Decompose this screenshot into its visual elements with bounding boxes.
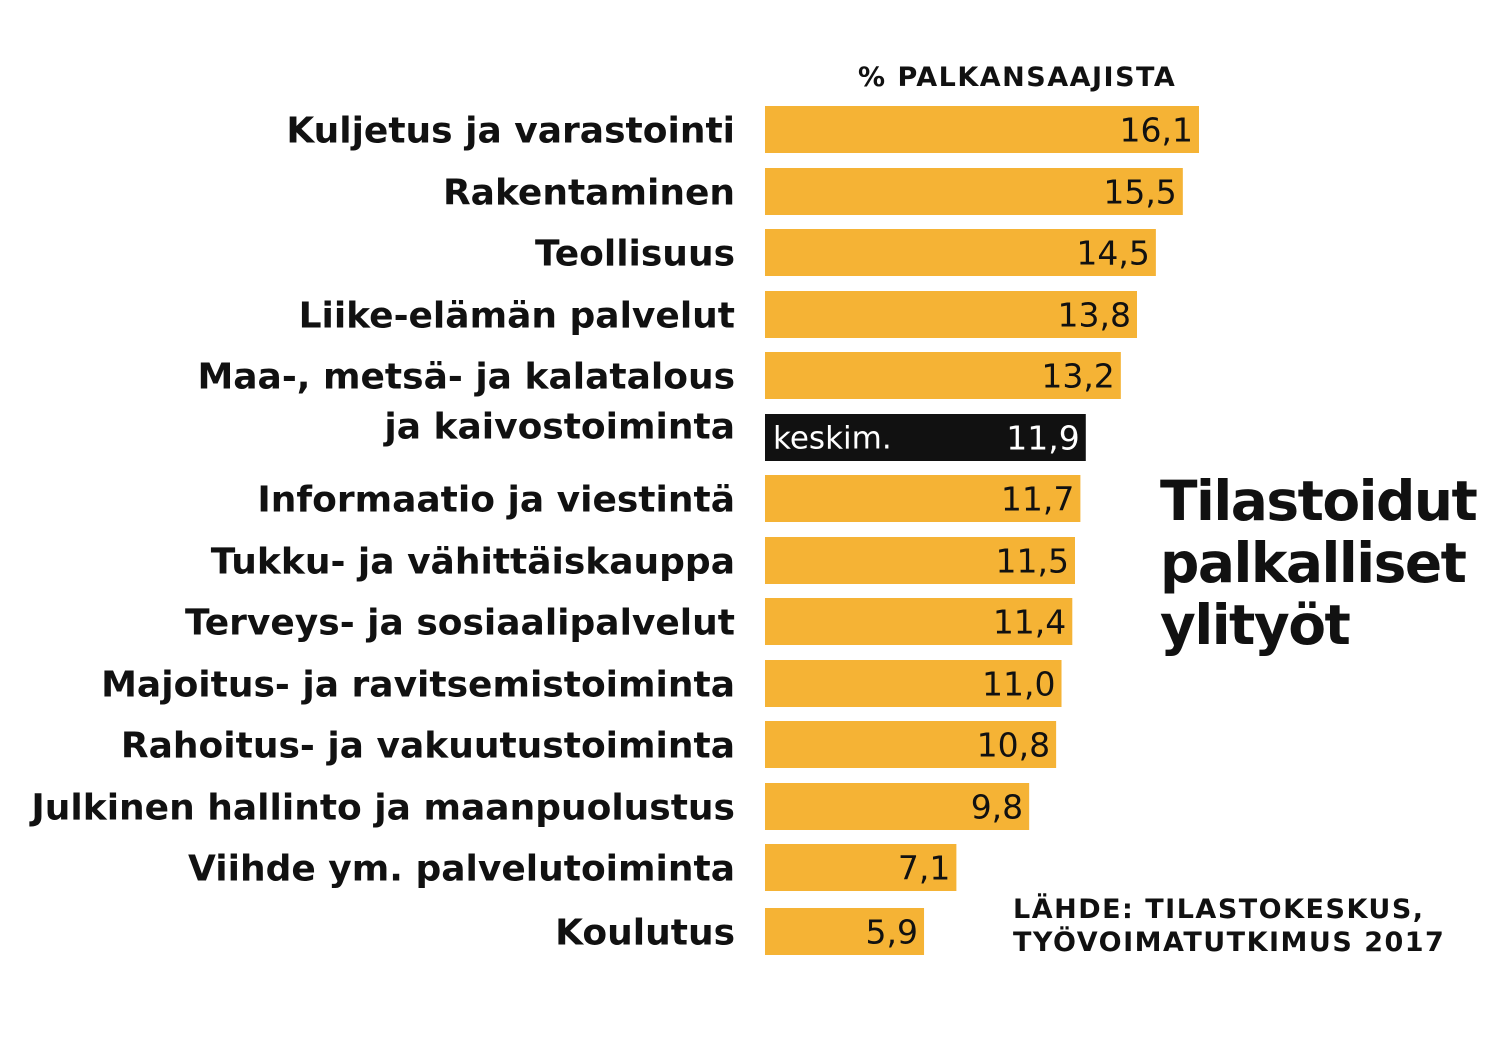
bar [765, 721, 1057, 768]
category-label: Julkinen hallinto ja maanpuolustus [28, 788, 735, 829]
category-label: Kuljetus ja varastointi [286, 111, 735, 152]
category-label: Informaatio ja viestintä [257, 480, 735, 521]
bar [765, 291, 1137, 338]
bar [765, 908, 925, 955]
value-label: 16,1 [1120, 111, 1193, 150]
title-line-2: palkalliset [1160, 531, 1467, 595]
bar [765, 352, 1121, 399]
category-label: Koulutus [555, 913, 735, 954]
bar [765, 598, 1073, 645]
category-label: Terveys- ja sosiaalipalvelut [185, 603, 735, 644]
bar [765, 229, 1156, 276]
bar [765, 783, 1030, 830]
category-label: ja kaivostoiminta [382, 407, 735, 448]
value-label: 10,8 [977, 726, 1050, 765]
category-label: Teollisuus [535, 234, 735, 275]
bar [765, 475, 1081, 522]
average-bar [765, 414, 1086, 461]
bar [765, 660, 1062, 707]
value-label: 11,4 [993, 603, 1066, 642]
value-label: 15,5 [1103, 173, 1176, 212]
value-label: 5,9 [866, 913, 918, 952]
category-label: Maa-, metsä- ja kalatalous [197, 357, 735, 398]
source-line-1: LÄHDE: TILASTOKESKUS, [1013, 894, 1425, 925]
unit-label: % PALKANSAAJISTA [858, 62, 1177, 93]
chart-title: Tilastoidut palkalliset ylityöt [1160, 469, 1478, 657]
bar [765, 537, 1075, 584]
category-label: Rakentaminen [443, 173, 735, 214]
category-label: Majoitus- ja ravitsemistoiminta [101, 665, 735, 706]
bar [765, 844, 957, 891]
value-label: 14,5 [1076, 234, 1149, 273]
title-line-3: ylityöt [1160, 593, 1351, 657]
bar [765, 106, 1199, 153]
value-label: 13,8 [1058, 296, 1131, 335]
value-label: 11,7 [1001, 480, 1074, 519]
value-label: 7,1 [898, 849, 950, 888]
category-label: Liike-elämän palvelut [299, 296, 735, 337]
bar [765, 168, 1183, 215]
value-label: 11,9 [1006, 419, 1079, 458]
category-label: keskim. [773, 421, 892, 457]
value-label: 13,2 [1041, 357, 1114, 396]
category-label: Tukku- ja vähittäiskauppa [211, 542, 735, 583]
title-line-1: Tilastoidut [1160, 469, 1478, 533]
source-note: LÄHDE: TILASTOKESKUS, TYÖVOIMATUTKIMUS 2… [1013, 893, 1445, 959]
source-line-2: TYÖVOIMATUTKIMUS 2017 [1013, 927, 1446, 958]
category-label: Viihde ym. palvelutoiminta [188, 849, 735, 890]
category-label: Rahoitus- ja vakuutustoiminta [121, 726, 735, 767]
value-label: 11,0 [982, 665, 1055, 704]
value-label: 11,5 [996, 542, 1069, 581]
value-label: 9,8 [971, 788, 1023, 827]
